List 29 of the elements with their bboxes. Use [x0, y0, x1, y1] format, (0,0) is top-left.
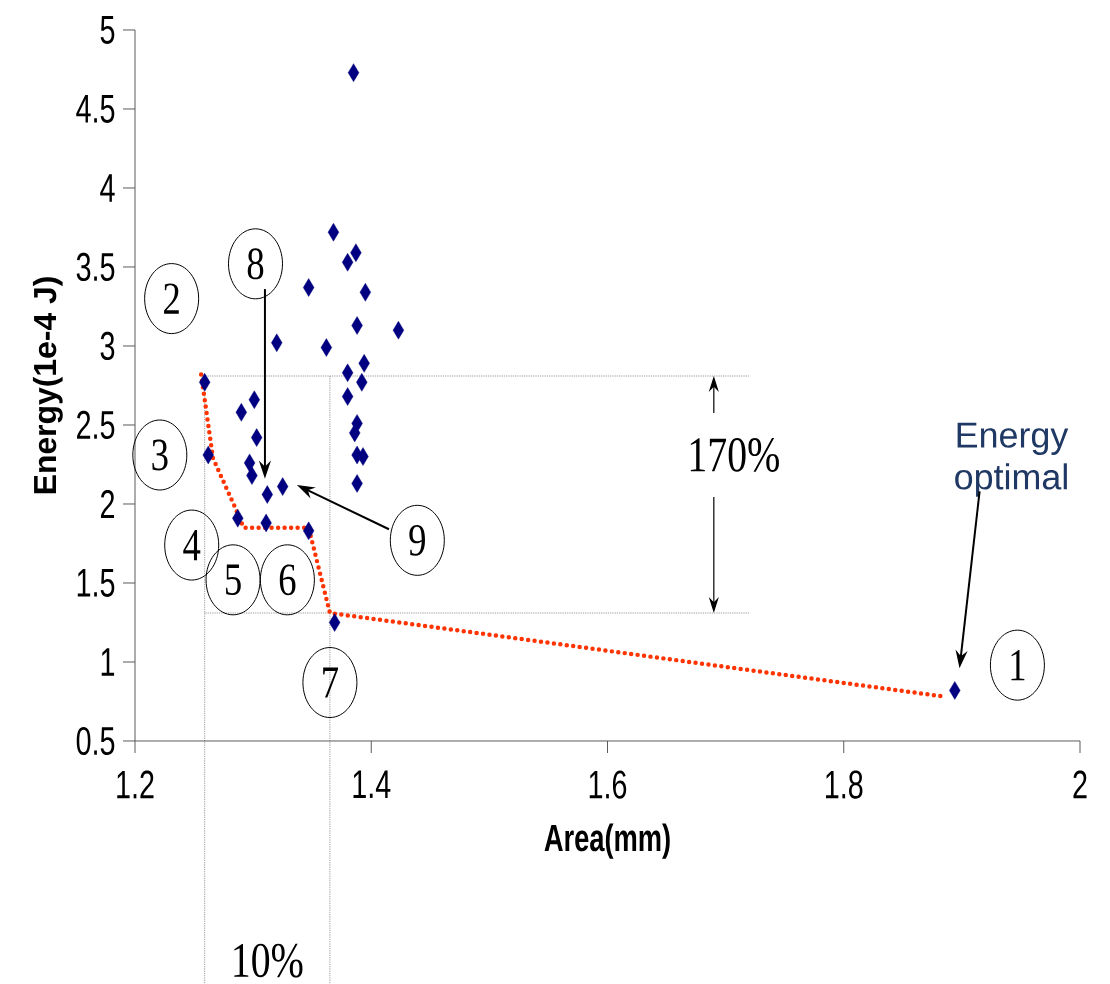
annotation: 2	[164, 283, 179, 314]
x-tick-label: 1.2	[117, 770, 154, 799]
y-tick-label: 2	[100, 490, 115, 518]
y-tick-label: 2.5	[77, 410, 115, 440]
annotation: Energy optimal	[955, 422, 1069, 497]
annotation: 9	[409, 524, 425, 556]
x-tick-label: 1.6	[589, 770, 627, 799]
x-axis-title: Area(mm)	[544, 823, 670, 859]
annotation: 3	[152, 439, 168, 471]
y-tick-label: 3	[100, 331, 115, 361]
y-tick-label: 0.5	[76, 726, 115, 756]
y-tick-label: 4.5	[76, 95, 115, 123]
annotation: 170%	[690, 438, 779, 472]
annotation: 4	[183, 529, 201, 561]
y-tick-label: 3.5	[76, 252, 115, 282]
y-tick-label: 5	[100, 16, 115, 44]
y-tick-label: 1	[101, 648, 115, 676]
x-tick-label: 1.4	[353, 770, 391, 798]
text: 10%	[234, 943, 303, 978]
y-tick-label: 4	[100, 174, 115, 202]
x-tick-label: 2	[1073, 770, 1087, 799]
annotation: 6	[279, 564, 296, 596]
y-axis-title: Energy(1e-4 J)	[32, 277, 63, 494]
y-tick-label: 1.5	[77, 569, 115, 597]
annotation: 5	[226, 564, 241, 596]
annotation: 7	[323, 667, 339, 698]
annotation: 8	[247, 248, 264, 280]
annotation: 1	[1011, 650, 1025, 681]
x-tick-label: 1.8	[826, 770, 863, 799]
